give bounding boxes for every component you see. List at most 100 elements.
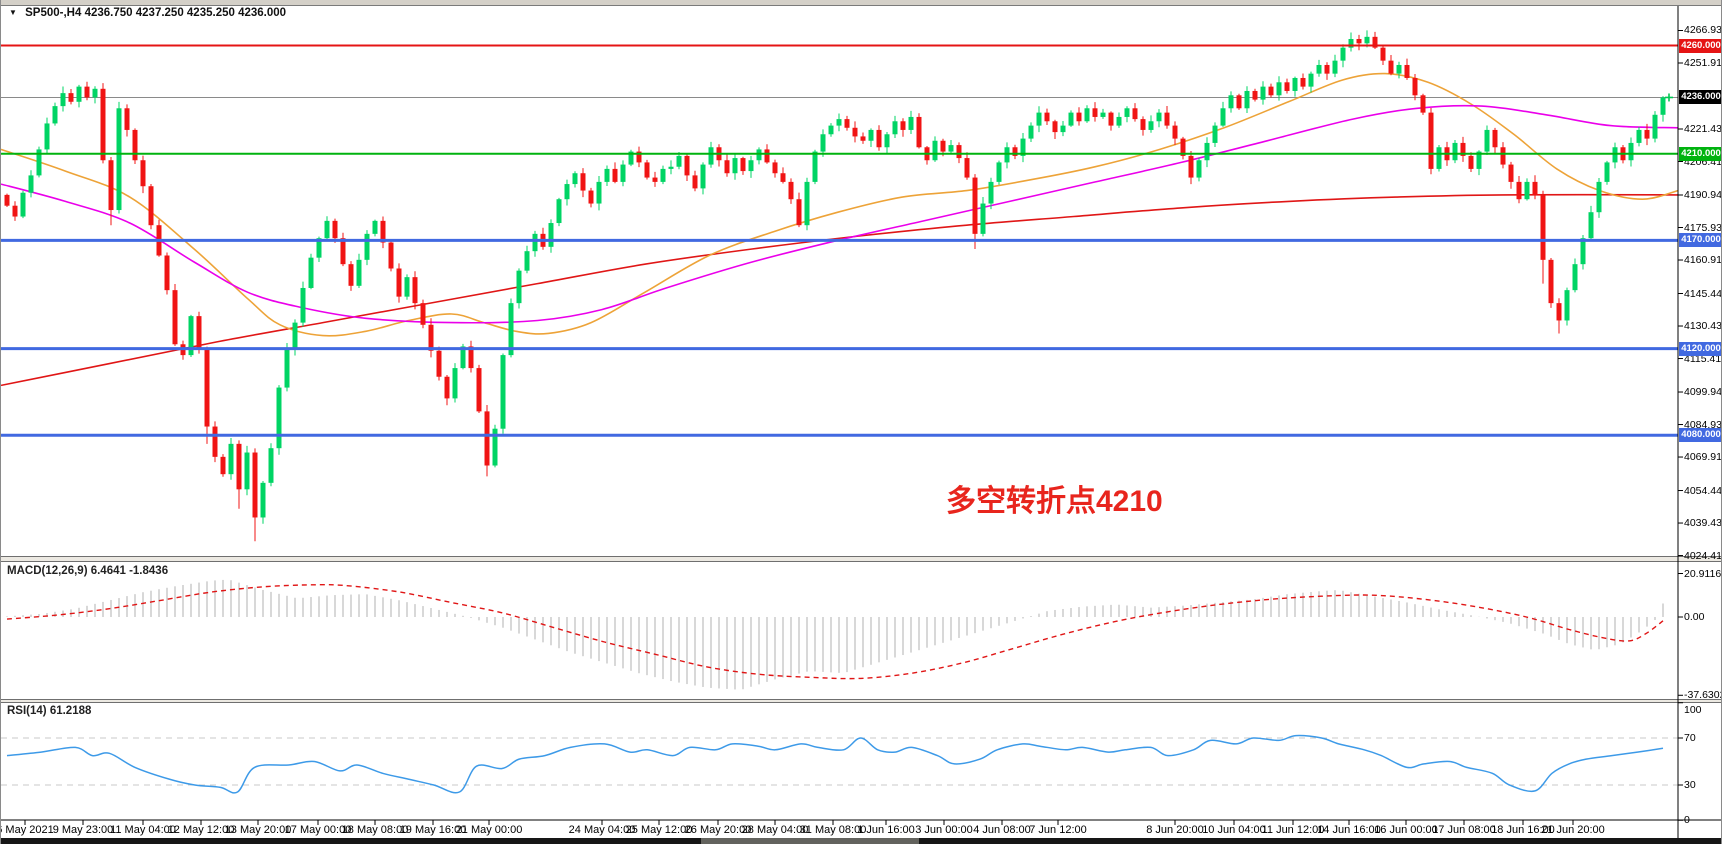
price-tick-label: 4084.930 — [1684, 418, 1722, 431]
candle-up — [500, 355, 506, 429]
candle-up — [628, 151, 634, 165]
horizontal-lines — [1, 44, 1678, 437]
candle-up — [188, 316, 194, 356]
price-tick-label: 4069.915 — [1684, 451, 1722, 464]
time-axis-label: 12 May 12:00 — [167, 824, 235, 836]
scrollbar-thumb[interactable] — [701, 838, 919, 844]
candle-down — [204, 348, 210, 427]
candle-up — [700, 164, 706, 189]
ohlc-readout: 4236.750 4237.250 4235.250 4236.000 — [84, 7, 287, 19]
macd-label: MACD(12,26,9) 6.4641 -1.8436 — [7, 565, 169, 577]
time-axis-label: 4 Jun 08:00 — [973, 824, 1031, 836]
time-axis-label: 28 May 04:00 — [741, 824, 809, 836]
price-badge-4210.000: 4210.000 — [1679, 146, 1721, 161]
candle-up — [1332, 60, 1338, 74]
panel-separator-1[interactable] — [1, 556, 1721, 562]
candle-up — [748, 160, 754, 172]
candle-down — [580, 173, 586, 191]
candle-up — [460, 346, 466, 369]
candle-down — [972, 177, 978, 234]
candle-down — [236, 443, 242, 490]
candle-up — [508, 303, 514, 356]
candle-up — [1212, 125, 1218, 143]
candle-down — [1372, 36, 1378, 48]
candle-down — [12, 205, 18, 217]
time-axis-label: 11 May 04:00 — [110, 824, 176, 836]
candle-up — [1028, 125, 1034, 139]
time-axis-label: 21 Jun 20:00 — [1541, 824, 1605, 836]
candle-down — [100, 88, 106, 161]
candle-up — [1124, 108, 1130, 117]
candle-up — [324, 220, 330, 239]
candle-up — [76, 86, 82, 102]
time-axis-label: 25 May 12:00 — [625, 824, 693, 836]
candle-up — [1260, 86, 1266, 100]
candle-down — [348, 264, 354, 286]
candle-down — [4, 194, 10, 206]
candle-up — [1228, 95, 1234, 109]
candle-up — [708, 147, 714, 165]
candle-down — [964, 158, 970, 178]
candle-up — [1604, 162, 1610, 182]
candle-up — [364, 233, 370, 260]
candle-down — [780, 173, 786, 182]
candle-up — [1484, 129, 1490, 152]
candle-down — [444, 376, 450, 399]
candle-down — [1236, 95, 1242, 109]
macd-plot — [6, 579, 1664, 690]
candle-up — [1572, 264, 1578, 291]
annotation-text[interactable]: 多空转折点4210 — [946, 485, 1163, 518]
panel-separator-2[interactable] — [1, 699, 1721, 703]
candle-down — [396, 268, 402, 297]
candle-down — [132, 129, 138, 161]
candle-up — [1220, 108, 1226, 126]
candle-down — [1468, 155, 1474, 169]
symbol-dropdown-icon[interactable]: ▼ — [9, 8, 17, 17]
candle-down — [684, 155, 690, 176]
candle-up — [668, 166, 674, 169]
candle-up — [988, 181, 994, 204]
time-axis-label: 10 Jun 04:00 — [1202, 824, 1266, 836]
candle-down — [612, 168, 618, 182]
price-badge-4236.000: 4236.000 — [1679, 90, 1721, 105]
candle-up — [1580, 238, 1586, 265]
candle-down — [1268, 86, 1274, 96]
candle-up — [1204, 142, 1210, 161]
candle-down — [1012, 147, 1018, 156]
candle-up — [1316, 64, 1322, 74]
time-axis-label: 1 Jun 16:00 — [857, 824, 915, 836]
candle-up — [556, 199, 562, 224]
time-axis-label: 16 Jun 00:00 — [1374, 824, 1438, 836]
candle-up — [564, 184, 570, 200]
time-axis-label: 6 May 2021 — [0, 824, 54, 836]
time-axis-label: 8 Jun 20:00 — [1146, 824, 1204, 836]
candle-down — [436, 350, 442, 377]
candle-down — [380, 220, 386, 243]
macd-tick-label: 20.9116 — [1684, 567, 1722, 580]
candle-down — [772, 162, 778, 174]
candle-up — [1348, 39, 1354, 48]
candle-down — [1172, 125, 1178, 139]
candle-down — [724, 160, 730, 174]
candle-up — [1476, 151, 1482, 169]
ma-fast-orange — [1, 72, 1679, 337]
candle-down — [876, 129, 882, 148]
candle-up — [452, 368, 458, 399]
candle-up — [524, 251, 530, 271]
candle-down — [588, 190, 594, 204]
rsi-label: RSI(14) 61.2188 — [7, 705, 92, 717]
candle-down — [764, 149, 770, 163]
candle-down — [852, 127, 858, 137]
candle-up — [404, 277, 410, 297]
candle-up — [948, 145, 954, 152]
candle-down — [644, 162, 650, 178]
candle-up — [884, 134, 890, 148]
ma-slow-red — [1, 193, 1679, 387]
candle-up — [1068, 112, 1074, 126]
candle-up — [828, 125, 834, 135]
candle-up — [1116, 116, 1122, 126]
candle-down — [1300, 77, 1306, 87]
time-axis-label: 24 May 04:00 — [568, 824, 636, 836]
candle-up — [52, 106, 58, 124]
